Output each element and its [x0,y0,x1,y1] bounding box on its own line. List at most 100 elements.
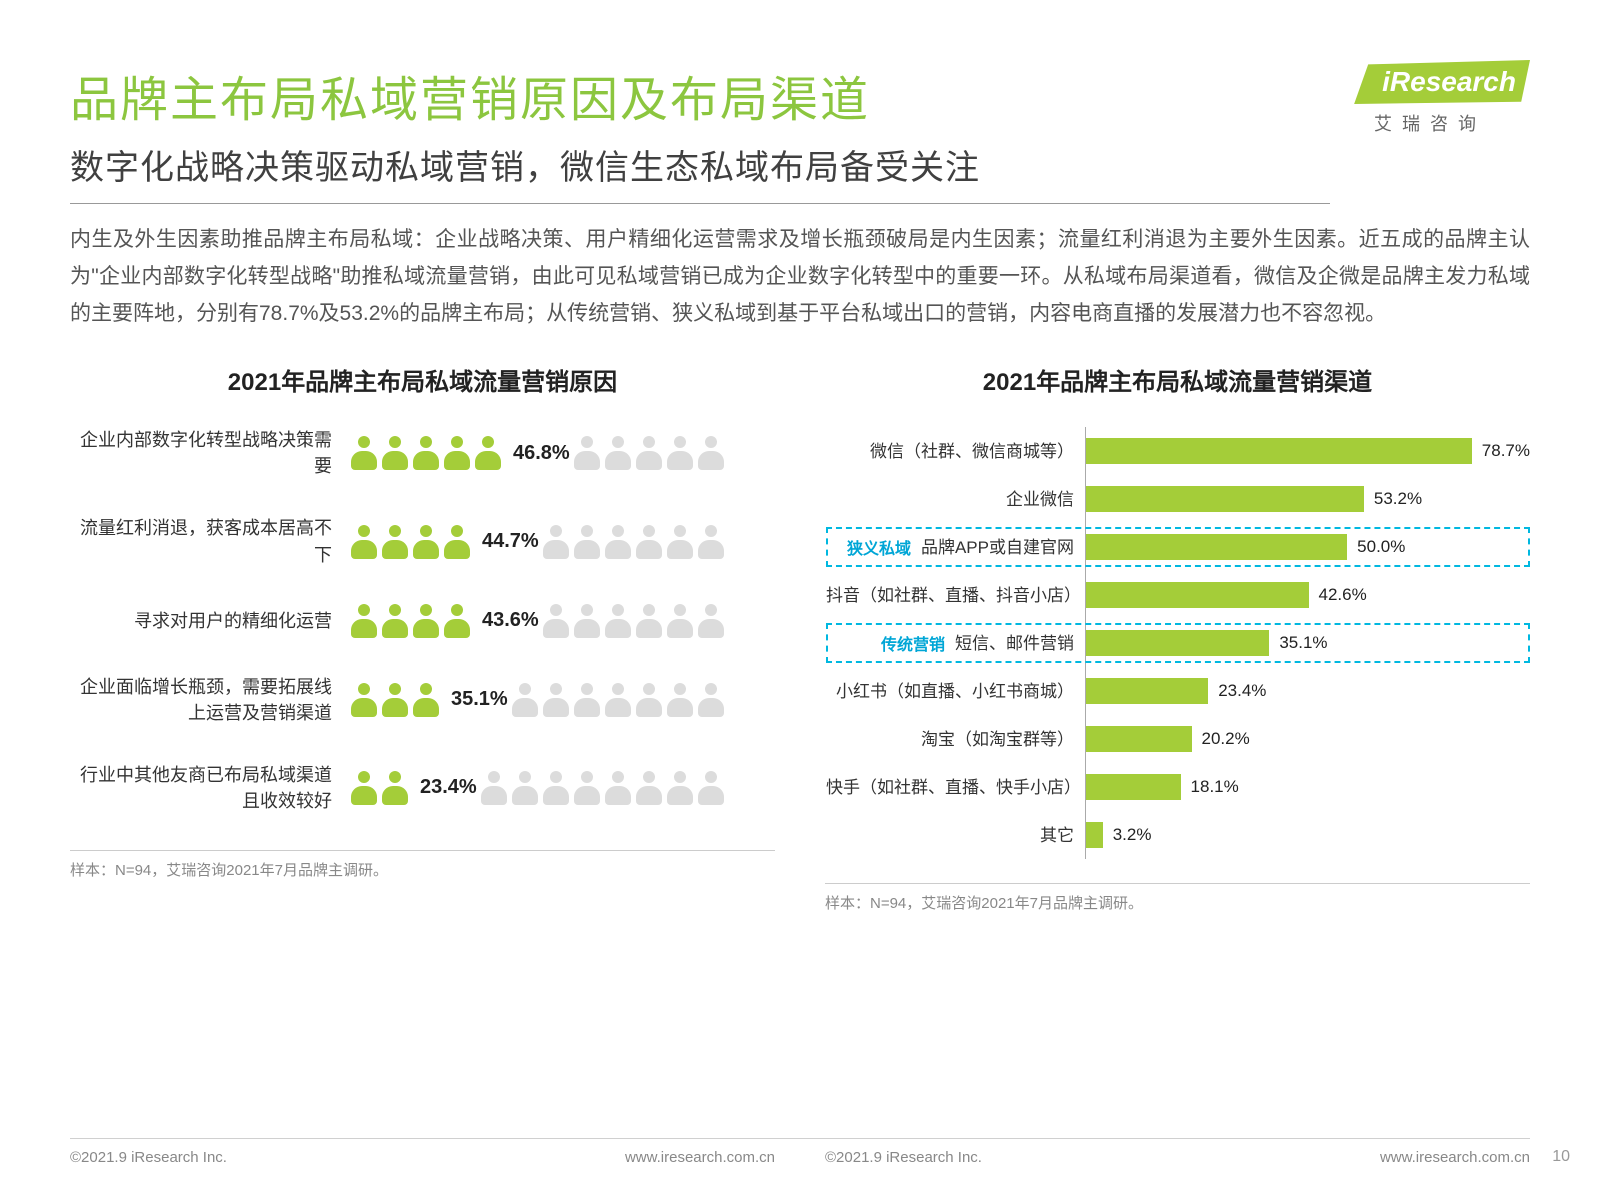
bar-label-wrap: 微信（社群、微信商城等） [826,441,1086,462]
picto-label: 企业面临增长瓶颈，需要拓展线上运营及营销渠道 [70,674,350,726]
picto-icons: 44.7% [350,525,725,559]
person-icon [666,525,694,559]
person-icon [350,771,378,805]
person-icon [350,683,378,717]
bar-fill [1086,678,1208,704]
bar-row: 传统营销短信、邮件营销35.1% [1086,619,1530,667]
person-icon [697,436,725,470]
person-icon [666,683,694,717]
person-icon [604,683,632,717]
bar-fill [1086,774,1181,800]
person-icon [604,525,632,559]
logo-subtext: 艾瑞咨询 [1330,110,1530,136]
person-icon [381,683,409,717]
right-footnote: 样本：N=94，艾瑞咨询2021年7月品牌主调研。 [825,883,1530,913]
person-icon [350,436,378,470]
bar-label-wrap: 快手（如社群、直播、快手小店） [826,777,1086,798]
bar-track: 23.4% [1086,667,1530,715]
picto-label: 企业内部数字化转型战略决策需要 [70,427,350,479]
person-icon [635,604,663,638]
bar-value: 78.7% [1482,441,1530,461]
person-icon [604,436,632,470]
person-icon [381,604,409,638]
picto-value: 46.8% [513,442,570,465]
picto-icons: 46.8% [350,436,725,470]
pictogram-rows: 企业内部数字化转型战略决策需要46.8%流量红利消退，获客成本居高不下44.7%… [70,427,775,814]
picto-value: 43.6% [482,609,539,632]
picto-value: 23.4% [420,776,477,799]
bar-label: 小红书（如直播、小红书商城） [836,681,1074,702]
person-icon [350,604,378,638]
bar-track: 42.6% [1086,571,1530,619]
bar-label-wrap: 企业微信 [826,489,1086,510]
bar-row: 快手（如社群、直播、快手小店）18.1% [1086,763,1530,811]
main-title: 品牌主布局私域营销原因及布局渠道 [70,60,1330,130]
person-icon [604,771,632,805]
person-icon [412,683,440,717]
bar-label-wrap: 小红书（如直播、小红书商城） [826,681,1086,702]
person-icon [697,771,725,805]
bar-fill [1086,726,1192,752]
person-icon [474,436,502,470]
person-icon [381,436,409,470]
bar-track: 20.2% [1086,715,1530,763]
bar-value: 20.2% [1202,729,1250,749]
bar-fill [1086,486,1364,512]
picto-value: 35.1% [451,688,508,711]
bar-fill [1086,582,1309,608]
picto-row: 行业中其他友商已布局私域渠道且收效较好 23.4% [70,762,775,814]
bar-track: 53.2% [1086,475,1530,523]
picto-label: 寻求对用户的精细化运营 [70,608,350,634]
person-icon [635,683,663,717]
left-footnote: 样本：N=94，艾瑞咨询2021年7月品牌主调研。 [70,850,775,880]
bar-fill [1086,630,1269,656]
barchart: 微信（社群、微信商城等）78.7%企业微信53.2%狭义私域品牌APP或自建官网… [1085,427,1530,859]
picto-label: 行业中其他友商已布局私域渠道且收效较好 [70,762,350,814]
person-icon [697,525,725,559]
body-paragraph: 内生及外生因素助推品牌主布局私域：企业战略决策、用户精细化运营需求及增长瓶颈破局… [70,222,1530,332]
person-icon [511,683,539,717]
page-number: 10 [1552,1148,1570,1166]
bar-label: 抖音（如社群、直播、抖音小店） [826,585,1074,606]
right-chart-title: 2021年品牌主布局私域流量营销渠道 [825,362,1530,397]
person-icon [381,771,409,805]
person-icon [443,604,471,638]
person-icon [412,525,440,559]
bar-label-wrap: 狭义私域品牌APP或自建官网 [826,535,1086,559]
person-icon [412,604,440,638]
bar-label-wrap: 抖音（如社群、直播、抖音小店） [826,585,1086,606]
iresearch-logo-icon: iResearch [1354,60,1530,104]
person-icon [573,771,601,805]
person-icon [635,525,663,559]
person-icon [412,436,440,470]
person-icon [666,604,694,638]
bar-label: 微信（社群、微信商城等） [870,441,1074,462]
person-icon [635,436,663,470]
charts-container: 2021年品牌主布局私域流量营销原因 企业内部数字化转型战略决策需要46.8%流… [70,362,1530,913]
person-icon [480,771,508,805]
picto-icons: 35.1% [350,683,725,717]
left-chart-title: 2021年品牌主布局私域流量营销原因 [70,362,775,397]
person-icon [635,771,663,805]
header: 品牌主布局私域营销原因及布局渠道 数字化战略决策驱动私域营销，微信生态私域布局备… [70,60,1530,204]
bar-value: 53.2% [1374,489,1422,509]
bar-tag: 狭义私域 [847,535,911,559]
bar-row: 狭义私域品牌APP或自建官网50.0% [1086,523,1530,571]
person-icon [350,525,378,559]
person-icon [542,525,570,559]
person-icon [666,771,694,805]
bar-track: 3.2% [1086,811,1530,859]
bar-label: 其它 [1040,825,1074,846]
bar-row: 其它3.2% [1086,811,1530,859]
bar-track: 18.1% [1086,763,1530,811]
bar-row: 小红书（如直播、小红书商城）23.4% [1086,667,1530,715]
bar-track: 78.7% [1086,427,1530,475]
picto-row: 寻求对用户的精细化运营 43.6% [70,604,775,638]
person-icon [542,683,570,717]
footer: ©2021.9 iResearch Inc. www.iresearch.com… [70,1138,1530,1166]
picto-icons: 43.6% [350,604,725,638]
bar-row: 企业微信53.2% [1086,475,1530,523]
person-icon [666,436,694,470]
bar-row: 淘宝（如淘宝群等）20.2% [1086,715,1530,763]
title-block: 品牌主布局私域营销原因及布局渠道 数字化战略决策驱动私域营销，微信生态私域布局备… [70,60,1330,204]
